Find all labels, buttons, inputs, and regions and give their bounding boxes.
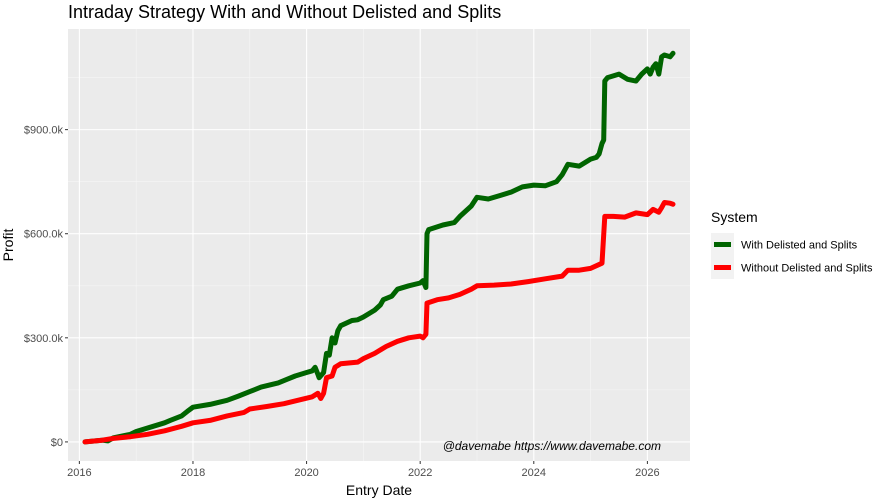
x-axis-title: Entry Date: [346, 482, 412, 498]
y-tick-label: $900.0k: [24, 125, 64, 137]
x-tick-label: 2024: [522, 467, 546, 479]
series-layer: [82, 50, 676, 445]
series-line-1: [82, 50, 676, 445]
chart-title: Intraday Strategy With and Without Delis…: [68, 2, 501, 22]
x-tick-label: 2018: [181, 467, 205, 479]
x-tick-label: 2022: [408, 467, 432, 479]
series-line-2: [82, 200, 676, 445]
x-tick-label: 2020: [294, 467, 318, 479]
y-tick-label: $0: [51, 437, 63, 449]
watermark-annotation: @davemabe https://www.davemabe.com: [443, 439, 661, 453]
y-tick-label: $600.0k: [24, 229, 64, 241]
legend: System With Delisted and Splits Without D…: [711, 209, 873, 279]
minor-gridlines: [68, 29, 690, 461]
x-axis: 2016 2018 2020 2022 2024 2026: [67, 461, 660, 479]
legend-label: Without Delisted and Splits: [741, 263, 873, 275]
y-tick-label: $300.0k: [24, 333, 64, 345]
legend-label: With Delisted and Splits: [741, 240, 858, 252]
plot-panel: [68, 29, 690, 461]
legend-items: With Delisted and Splits Without Delisted…: [711, 233, 873, 279]
y-axis-title: Profit: [0, 229, 16, 262]
y-axis: $0 $300.0k $600.0k $900.0k: [24, 125, 68, 449]
legend-title: System: [711, 209, 758, 225]
x-tick-label: 2016: [67, 467, 91, 479]
major-gridlines: [68, 29, 690, 461]
x-tick-label: 2026: [635, 467, 659, 479]
